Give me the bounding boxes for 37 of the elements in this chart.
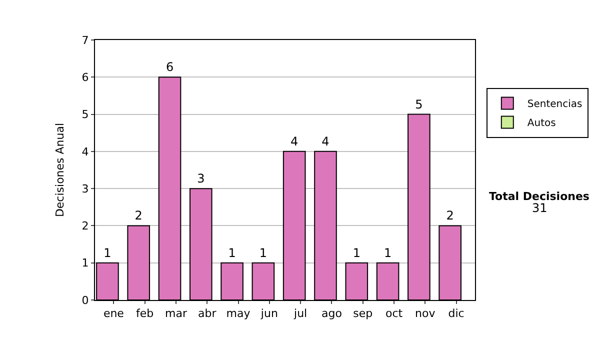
data-label: 1: [384, 246, 392, 260]
y-tick-label: 0: [82, 294, 89, 307]
y-tick-label: 6: [82, 70, 89, 84]
x-tick-label: jul: [293, 307, 308, 320]
data-label: 3: [197, 172, 205, 186]
data-label: 4: [322, 134, 330, 148]
x-tick-label: dic: [448, 307, 464, 320]
x-tick-label: abr: [198, 307, 217, 320]
x-tick-label: jun: [260, 307, 278, 320]
y-tick-label: 2: [82, 220, 89, 233]
x-tick-label: may: [226, 307, 251, 320]
data-label: 2: [134, 208, 142, 223]
x-tick-label: oct: [385, 307, 404, 320]
x-tick-label: sep: [353, 307, 373, 320]
data-label: 1: [259, 246, 268, 260]
y-tick-label: 1: [82, 256, 89, 270]
legend-label: Sentencias: [527, 99, 582, 110]
data-label: 1: [228, 246, 236, 260]
data-label: 4: [290, 134, 298, 148]
x-tick-label: nov: [415, 307, 436, 320]
x-tick-label: feb: [136, 307, 154, 320]
text: Total Decisiones: [489, 190, 590, 203]
x-tick-label: ago: [321, 307, 342, 320]
y-tick-label: 4: [82, 145, 89, 158]
x-tick-label: mar: [164, 307, 188, 320]
legend-label: Autos: [527, 118, 556, 130]
data-label: 1: [104, 246, 112, 260]
data-label: 1: [352, 246, 360, 260]
x-tick-label: ene: [103, 307, 124, 320]
data-label: 5: [415, 97, 423, 112]
data-label: 2: [446, 208, 454, 223]
y-axis-title: Decisiones Anual: [53, 122, 66, 218]
y-tick-label: 3: [82, 182, 89, 196]
y-tick-label: 7: [82, 34, 89, 47]
y-tick-label: 5: [82, 108, 89, 122]
text: 31: [532, 201, 548, 215]
data-label: 6: [166, 60, 174, 74]
